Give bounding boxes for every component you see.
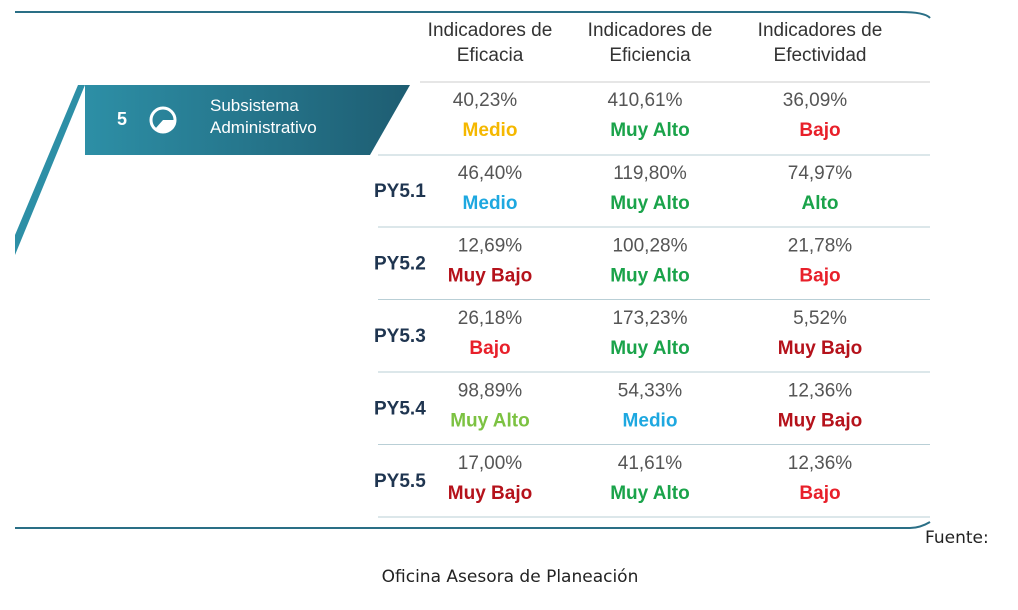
banner bbox=[85, 85, 410, 155]
cell-value: 119,80% bbox=[613, 163, 687, 184]
top-border bbox=[15, 11, 931, 19]
source-label: Fuente: bbox=[925, 528, 989, 548]
cell-level: Muy Alto bbox=[610, 338, 690, 359]
cell-level: Muy Alto bbox=[610, 483, 690, 504]
cell-value: 21,78% bbox=[788, 236, 853, 257]
cell-value: 410,61% bbox=[607, 90, 682, 111]
cell-level: Bajo bbox=[799, 120, 840, 141]
cell-level: Muy Bajo bbox=[778, 411, 862, 432]
cell-level: Muy Alto bbox=[610, 120, 690, 141]
bottom-border bbox=[15, 521, 931, 529]
cell-value: 12,69% bbox=[458, 236, 523, 257]
cell-value: 17,00% bbox=[458, 453, 523, 474]
column-header: Indicadores de Efectividad bbox=[757, 20, 883, 66]
cell-level: Bajo bbox=[469, 338, 510, 359]
cell-level: Muy Alto bbox=[450, 411, 530, 432]
cell-value: 41,61% bbox=[618, 453, 683, 474]
banner-label: Subsistema Administrativo bbox=[210, 96, 317, 137]
cell-level: Medio bbox=[463, 193, 518, 214]
row-code: PY5.4 bbox=[374, 399, 426, 420]
cell-level: Alto bbox=[802, 193, 839, 214]
cell-level: Bajo bbox=[799, 266, 840, 287]
cell-level: Medio bbox=[463, 120, 518, 141]
column-header: Indicadores de Eficiencia bbox=[587, 20, 713, 66]
source-office: Oficina Asesora de Planeación bbox=[382, 567, 639, 587]
banner-icon bbox=[149, 106, 177, 134]
cell-value: 98,89% bbox=[458, 381, 523, 402]
row-code: PY5.2 bbox=[374, 254, 426, 275]
cell-value: 5,52% bbox=[793, 308, 847, 329]
banner-number: 5 bbox=[117, 109, 127, 129]
cell-value: 54,33% bbox=[618, 381, 683, 402]
cell-level: Muy Alto bbox=[610, 193, 690, 214]
row-code: PY5.3 bbox=[374, 326, 426, 347]
cell-value: 12,36% bbox=[788, 453, 853, 474]
cell-value: 36,09% bbox=[783, 90, 848, 111]
cell-value: 74,97% bbox=[788, 163, 853, 184]
cell-value: 46,40% bbox=[458, 163, 523, 184]
cell-value: 100,28% bbox=[612, 236, 687, 257]
cell-level: Bajo bbox=[799, 483, 840, 504]
column-header-box: Indicadores de Efectividad bbox=[757, 20, 883, 66]
banner-label-box: Subsistema Administrativo bbox=[210, 96, 317, 137]
cell-level: Medio bbox=[623, 411, 678, 432]
cell-level: Muy Bajo bbox=[778, 338, 862, 359]
row-code: PY5.1 bbox=[374, 181, 426, 202]
cell-value: 12,36% bbox=[788, 381, 853, 402]
row-code: PY5.5 bbox=[374, 471, 426, 492]
cell-level: Muy Alto bbox=[610, 266, 690, 287]
chevron-edge bbox=[15, 85, 85, 255]
column-header: Indicadores de Eficacia bbox=[427, 20, 553, 66]
cell-level: Muy Bajo bbox=[448, 266, 532, 287]
column-header-box: Indicadores de Eficiencia bbox=[587, 20, 713, 66]
column-header-box: Indicadores de Eficacia bbox=[427, 20, 553, 66]
cell-level: Muy Bajo bbox=[448, 483, 532, 504]
cell-value: 26,18% bbox=[458, 308, 523, 329]
cell-value: 40,23% bbox=[453, 90, 518, 111]
cell-value: 173,23% bbox=[612, 308, 687, 329]
